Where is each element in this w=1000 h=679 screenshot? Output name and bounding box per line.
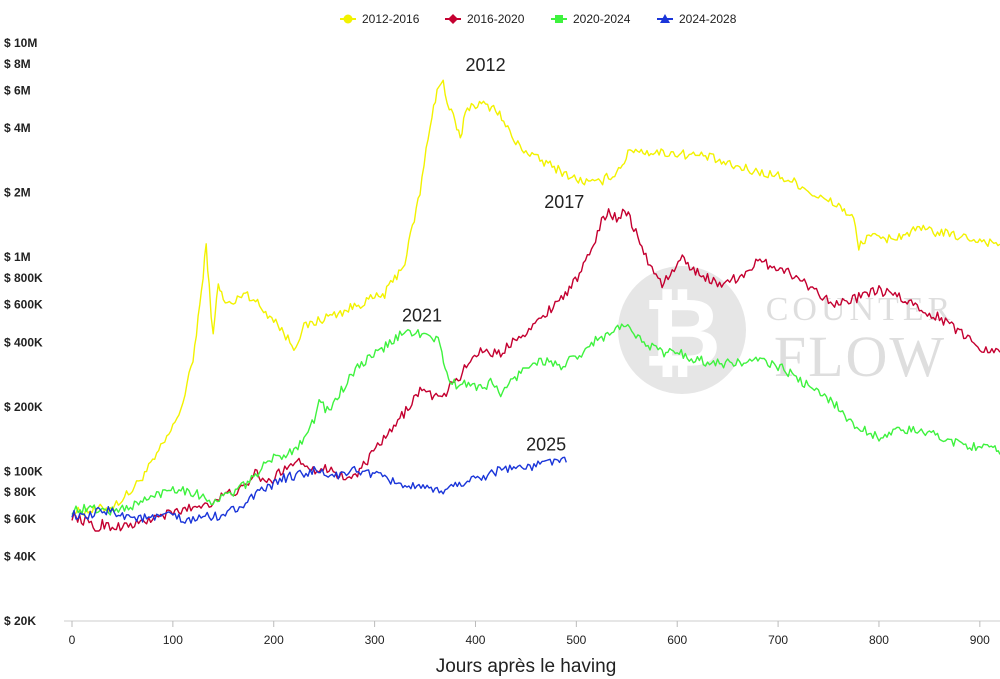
annotation-label: 2025 (526, 435, 566, 455)
legend-marker-diamond-icon (448, 14, 458, 24)
annotation-label: 2021 (402, 306, 442, 326)
x-tick-label: 400 (465, 633, 485, 647)
x-tick-label: 500 (566, 633, 586, 647)
legend-label: 2016-2020 (467, 12, 525, 26)
legend-marker-circle-icon (343, 14, 353, 24)
x-tick-label: 800 (869, 633, 889, 647)
legend-item-2012-2016[interactable]: 2012-2016 (340, 12, 420, 26)
x-axis-label: Jours après le having (436, 656, 617, 677)
legend-marker-square-icon (555, 15, 563, 23)
annotation-label: 2012 (466, 55, 506, 75)
annotations: 2012 2017 2021 2025 (402, 55, 584, 455)
plot-lines (71, 79, 1000, 532)
y-tick-label: $ 2M (4, 186, 31, 200)
y-tick-label: $ 4M (4, 121, 31, 135)
x-tick-label: 900 (970, 633, 990, 647)
y-tick-label: $ 400K (4, 335, 43, 349)
x-tick-label: 100 (163, 633, 183, 647)
x-tick-label: 700 (768, 633, 788, 647)
y-tick-label: $ 6M (4, 84, 31, 98)
legend-item-2016-2020[interactable]: 2016-2020 (445, 12, 525, 26)
legend-item-2024-2028[interactable]: 2024-2028 (657, 12, 737, 26)
axes: $ 10M $ 8M $ 6M $ 4M $ 2M $ 1M $ 800K $ 600K $ 4… (4, 36, 1000, 647)
y-tick-label: $ 100K (4, 464, 43, 478)
y-tick-label: $ 8M (4, 57, 31, 71)
y-tick-label: $ 200K (4, 400, 43, 414)
series-line-2020-2024 (71, 323, 1000, 516)
y-tick-label: $ 600K (4, 298, 43, 312)
y-tick-label: $ 800K (4, 271, 43, 285)
legend-label: 2024-2028 (679, 12, 737, 26)
y-tick-label: $ 60K (4, 512, 36, 526)
legend[interactable]: 2012-2016 2016-2020 2020-2024 2024-2028 (340, 12, 737, 26)
watermark: ₿ COUNTER FLOW (618, 266, 950, 394)
x-tick-label: 300 (365, 633, 385, 647)
y-tick-label: $ 10M (4, 36, 37, 50)
legend-label: 2020-2024 (573, 12, 631, 26)
y-tick-label: $ 1M (4, 250, 31, 264)
legend-label: 2012-2016 (362, 12, 420, 26)
series-line-2024-2028 (71, 456, 567, 524)
x-tick-label: 600 (667, 633, 687, 647)
legend-item-2020-2024[interactable]: 2020-2024 (551, 12, 631, 26)
legend-marker-triangle-icon (660, 14, 670, 23)
watermark-bitcoin-symbol: ₿ (643, 280, 721, 387)
y-tick-label: $ 80K (4, 485, 36, 499)
annotation-label: 2017 (544, 192, 584, 212)
watermark-line2: FLOW (774, 324, 946, 389)
series-line-2012-2016 (71, 79, 1000, 518)
x-tick-label: 200 (264, 633, 284, 647)
x-tick-label: 0 (69, 633, 76, 647)
y-tick-label: $ 40K (4, 550, 36, 564)
y-tick-label: $ 20K (4, 614, 36, 628)
